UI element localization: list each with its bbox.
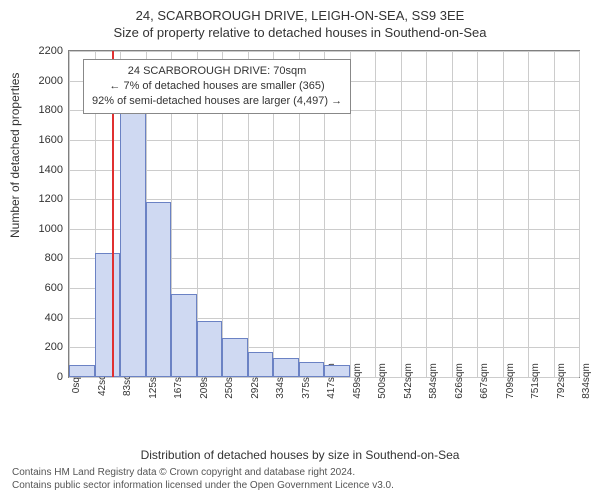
histogram-bar [273, 358, 299, 377]
chart-title-block: 24, SCARBOROUGH DRIVE, LEIGH-ON-SEA, SS9… [0, 0, 600, 40]
annotation-line-1: 24 SCARBOROUGH DRIVE: 70sqm [92, 64, 342, 79]
histogram-bar [197, 321, 223, 377]
x-tick-label: 751sqm [528, 363, 541, 399]
histogram-bar [95, 253, 121, 377]
histogram-bar [69, 365, 95, 377]
annotation-line-3: 92% of semi-detached houses are larger (… [92, 94, 342, 109]
x-tick-label: 626sqm [452, 363, 465, 399]
y-axis-label: Number of detached properties [8, 73, 22, 238]
x-tick-label: 500sqm [375, 363, 388, 399]
histogram-bar [324, 365, 350, 377]
x-tick-label: 667sqm [477, 363, 490, 399]
y-tick-label: 600 [45, 282, 63, 294]
gridline-v [375, 51, 376, 377]
title-address: 24, SCARBOROUGH DRIVE, LEIGH-ON-SEA, SS9… [10, 8, 590, 23]
y-tick-label: 1600 [39, 134, 63, 146]
y-tick-label: 0 [57, 371, 63, 383]
annotation-box: 24 SCARBOROUGH DRIVE: 70sqm ← 7% of deta… [83, 59, 351, 114]
y-tick-label: 1000 [39, 223, 63, 235]
title-subtitle: Size of property relative to detached ho… [10, 25, 590, 40]
y-tick-label: 1200 [39, 193, 63, 205]
histogram-bar [222, 338, 248, 377]
y-tick-label: 1400 [39, 164, 63, 176]
gridline-v [579, 51, 580, 377]
y-tick-label: 200 [45, 341, 63, 353]
x-tick-label: 542sqm [401, 363, 414, 399]
y-tick-label: 2000 [39, 75, 63, 87]
annotation-line-2: ← 7% of detached houses are smaller (365… [92, 79, 342, 94]
y-tick-label: 400 [45, 312, 63, 324]
x-axis-label: Distribution of detached houses by size … [0, 448, 600, 462]
gridline-v [401, 51, 402, 377]
y-tick-label: 2200 [39, 45, 63, 57]
y-tick-label: 800 [45, 252, 63, 264]
attribution-footer: Contains HM Land Registry data © Crown c… [0, 462, 600, 500]
plot-region: 0200400600800100012001400160018002000220… [68, 50, 580, 378]
gridline-v [452, 51, 453, 377]
histogram-bar [299, 362, 325, 377]
gridline-v [528, 51, 529, 377]
chart-area: Number of detached properties 0200400600… [10, 44, 586, 446]
x-tick-label: 459sqm [350, 363, 363, 399]
gridline-v [426, 51, 427, 377]
y-tick-label: 1800 [39, 104, 63, 116]
histogram-bar [120, 113, 146, 377]
x-tick-label: 834sqm [579, 363, 592, 399]
footer-line-1: Contains HM Land Registry data © Crown c… [12, 466, 588, 479]
histogram-bar [248, 352, 274, 377]
gridline-v [69, 51, 70, 377]
gridline-v [477, 51, 478, 377]
gridline-v [503, 51, 504, 377]
histogram-bar [171, 294, 197, 377]
x-tick-label: 584sqm [426, 363, 439, 399]
x-tick-label: 709sqm [503, 363, 516, 399]
x-tick-label: 792sqm [554, 363, 567, 399]
histogram-bar [146, 202, 172, 377]
gridline-v [554, 51, 555, 377]
footer-line-2: Contains public sector information licen… [12, 479, 588, 492]
